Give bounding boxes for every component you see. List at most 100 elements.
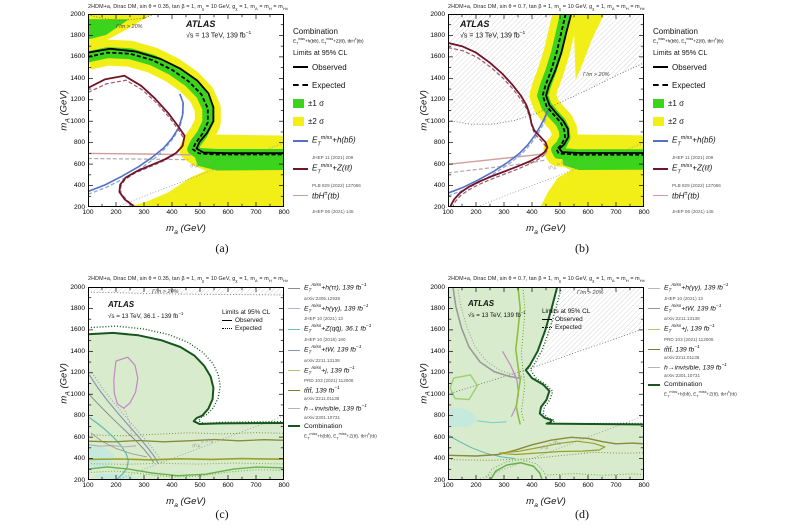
- yellow-bottom-right: [540, 166, 644, 207]
- y-tick-label: 600: [73, 433, 85, 441]
- legend-subtitle: ETmiss+h(bb̄), ETmiss+Z(ℓℓ), tbH±(tb): [653, 37, 724, 46]
- legend-entry-label: ETmiss+j, 139 fb−1: [304, 365, 355, 377]
- x-tick-label: 700: [250, 482, 262, 489]
- plot-frame: [88, 14, 284, 207]
- mono-Zll-expected: [88, 79, 185, 207]
- y-tick-label: 1400: [430, 347, 445, 355]
- legend-line-icon: [288, 329, 300, 331]
- x-tick-label: 400: [166, 209, 178, 216]
- panel-c-legend: ETmiss+h(ττ), 139 fb−1 arXiv:2305.12938 ET…: [288, 283, 413, 443]
- mass-diagonal: [477, 415, 644, 480]
- x-tick-label: 800: [638, 209, 650, 216]
- legend-entry-label: ±1 σ: [308, 98, 324, 108]
- legend-entry-reference: arXiv:2301.10731: [664, 373, 701, 379]
- h-invisible: [88, 444, 137, 448]
- x-tick-label: 300: [498, 482, 510, 489]
- y-tick-label: 1200: [430, 369, 445, 377]
- legend-entry: ETmiss+tW, 139 fb−1: [288, 345, 413, 356]
- legend-entry-label: ETmiss+h(γγ), 139 fb−1: [664, 283, 729, 294]
- x-tick-label: 300: [138, 209, 150, 216]
- lumi-label: √s = 13 TeV, 36.1 - 139 fb−1: [108, 311, 184, 321]
- x-tick-label: 700: [610, 482, 622, 489]
- x-tick-label: 400: [526, 209, 538, 216]
- panel-a-header: 2HDM+a, Dirac DM, sin θ = 0.35, tan β = …: [88, 4, 289, 12]
- excluded-region: [448, 287, 644, 480]
- legend-line-icon: [288, 425, 300, 428]
- y-tick-label: 1800: [430, 304, 445, 312]
- legend-swatch-icon: [653, 98, 664, 108]
- green-bottom-expected: [547, 473, 644, 476]
- x-tick-label: 300: [138, 482, 150, 489]
- y-tick-label: 1800: [70, 304, 85, 312]
- tbH-observed: [88, 152, 192, 156]
- y-tick-label: 1800: [430, 31, 445, 39]
- y-tick-label: 1200: [70, 369, 85, 377]
- legend-line-icon: [653, 139, 668, 142]
- tbH-expected: [88, 157, 189, 161]
- x-tick-label: 700: [250, 209, 262, 216]
- cyan-patch: [448, 407, 478, 428]
- h-tautau: [88, 392, 155, 464]
- legend-entry-label: ±1 σ: [668, 98, 684, 108]
- plot-layers: [88, 287, 284, 480]
- y-tick-label: 1600: [430, 53, 445, 61]
- legend-entry-reference: JHEP 11 (2021) 209: [312, 154, 354, 160]
- x-axis-label: ma (GeV): [166, 223, 206, 236]
- y-axis-label: mA (GeV): [418, 90, 432, 131]
- legend-entry: tt̄tt̄, 139 fb−1: [288, 386, 413, 394]
- axis-ticks: [88, 287, 284, 480]
- legend-entry: h→invisible, 139 fb−1: [648, 363, 788, 371]
- legend-entry-reference: JHEP 06 (2021) 145: [312, 208, 354, 214]
- x-tick-label: 200: [110, 209, 122, 216]
- legend-entry-reference: JHEP 06 (2021) 145: [672, 208, 714, 214]
- x-tick-label: 600: [222, 482, 234, 489]
- observed-label: Observed: [235, 317, 263, 324]
- x-axis-label: ma (GeV): [166, 496, 206, 509]
- y-tick-label: 1000: [70, 390, 85, 398]
- y-tick-label: 2000: [430, 10, 445, 18]
- legend-entry-label: tt̄tt̄, 139 fb−1: [664, 344, 700, 354]
- panel-d-caption: (d): [575, 507, 589, 521]
- expected-label: Expected: [555, 324, 582, 331]
- legend-entry: Observed: [653, 63, 768, 72]
- atlas-label: ATLAS: [460, 19, 490, 29]
- pentagon-loop: [449, 374, 479, 401]
- legend-entry-reference: PRD 103 (2021) 112006: [304, 378, 354, 384]
- gray-expected: [457, 287, 527, 378]
- plot-frame: [88, 287, 284, 480]
- x-tick-label: 800: [638, 482, 650, 489]
- x-tick-label: 600: [222, 209, 234, 216]
- legend-entry-label: Expected: [312, 80, 346, 90]
- cyan-patch-1: [88, 445, 115, 470]
- legend-line-icon: [648, 383, 660, 386]
- panel-d-plot: [448, 287, 644, 480]
- x-axis-label: ma (GeV): [526, 496, 566, 509]
- y-tick-label: 1000: [70, 117, 85, 125]
- olive-lower-observed: [88, 457, 284, 461]
- legend-entry-reference: PLB 829 (2022) 137066: [672, 183, 721, 188]
- legend-line-icon: [653, 195, 668, 197]
- legend-entry-label: h→invisible, 139 fb−1: [664, 363, 727, 372]
- width-limit-label: Γ/m > 20%: [152, 289, 179, 295]
- limits-title: Limits at 95% CL: [222, 309, 271, 316]
- y-tick-label: 200: [433, 203, 445, 211]
- legend-entry-reference: arXiv:2211.01136: [664, 355, 700, 361]
- legend-entry-label: ETmiss+Z(qq̄), 36.1 fb−1: [304, 324, 372, 335]
- gray-knot: [90, 432, 147, 458]
- x-tick-label: 700: [610, 209, 622, 216]
- legend-entry-label: ETmiss+tW, 139 fb−1: [664, 303, 722, 315]
- legend-entry-label: Combination: [664, 381, 703, 389]
- excluded-region: [88, 332, 284, 480]
- panel-d-legend: ETmiss+h(γγ), 139 fb−1 JHEP 10 (2021) 13 E…: [648, 283, 788, 402]
- legend-subtitle: ETmiss+h(bb̄), ETmiss+Z(ℓℓ), tbH±(tb): [293, 37, 364, 46]
- y-tick-label: 400: [433, 182, 445, 190]
- legend-entry: tbH±(tb): [653, 191, 768, 201]
- mono-hbb-expected: [448, 116, 548, 197]
- plot-layers: [88, 14, 284, 207]
- legend-entry-label: Expected: [672, 80, 706, 90]
- legend-title: Combination: [293, 27, 338, 36]
- panel-d-header: 2HDM+a, Dirac DM, sin θ = 0.7, tan β = 1…: [448, 276, 646, 284]
- x-tick-label: 500: [194, 482, 206, 489]
- mono-Zll-expected: [448, 46, 548, 207]
- y-tick-label: 2000: [70, 283, 85, 291]
